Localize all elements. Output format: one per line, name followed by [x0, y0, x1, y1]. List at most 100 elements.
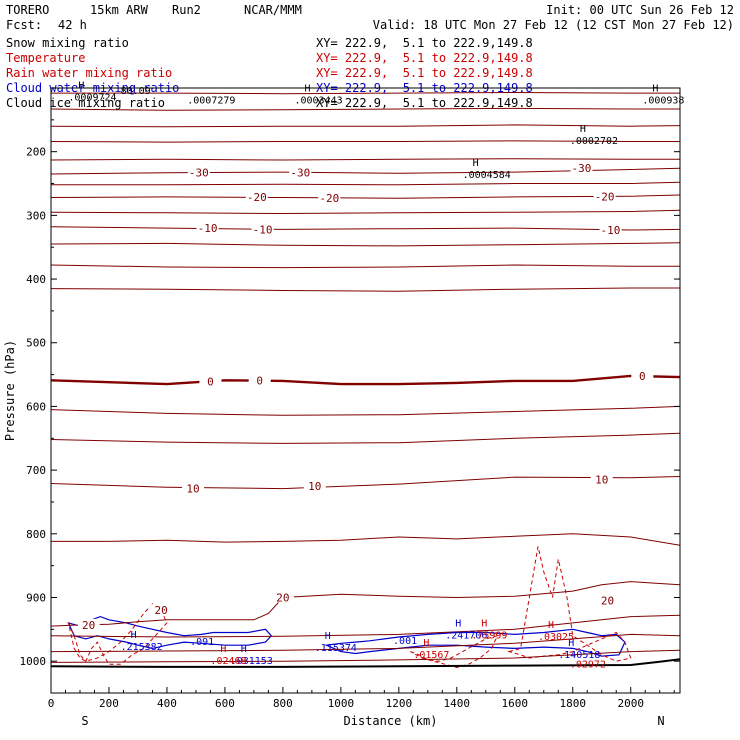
mixing-ratio-label: .000938 — [642, 96, 684, 107]
rain-water-outline — [67, 603, 168, 665]
contour-label-bg — [303, 480, 326, 492]
y-tick-label: 1000 — [20, 655, 47, 668]
temperature-contour — [50, 158, 680, 161]
max-marker: H — [580, 124, 586, 135]
cloud-water-outline — [324, 628, 626, 657]
temperature-contour — [50, 581, 681, 627]
max-marker: H — [548, 620, 554, 631]
contour-label-bg — [631, 369, 654, 381]
contour-label-bg — [196, 222, 219, 234]
temperature-contour — [50, 209, 681, 215]
y-tick-label: 500 — [26, 337, 46, 350]
contour-label-bg — [182, 482, 205, 494]
init-time: Init: 00 UTC Sun 26 Feb 12 — [546, 3, 734, 17]
contour-label-bg — [271, 591, 294, 603]
contour-label-bg — [248, 374, 271, 386]
temperature-contour — [50, 264, 680, 269]
legend-temperature: Temperature — [6, 51, 86, 65]
mixing-ratio-label: .140518 — [558, 650, 600, 661]
temperature-contour — [50, 405, 681, 416]
contour-label-bg — [590, 473, 613, 485]
contour-label-bg — [199, 375, 222, 387]
contour-label: 20 — [601, 595, 614, 608]
contour-label: -20 — [247, 191, 267, 204]
temperature-contour — [50, 633, 681, 653]
temperature-contour — [50, 194, 681, 199]
temperature-contour — [50, 374, 681, 386]
mixing-ratio-label: .215382 — [121, 642, 163, 653]
x-tick-label: 400 — [157, 697, 177, 710]
contour-label-bg — [251, 223, 274, 235]
y-tick-label: 800 — [26, 528, 46, 541]
y-tick-label: 400 — [26, 273, 46, 286]
contour-label: 0 — [256, 374, 263, 387]
mixing-ratio-label: .091 — [190, 637, 214, 648]
max-marker: H — [568, 638, 574, 649]
max-marker: H — [473, 158, 479, 169]
north-label: N — [657, 714, 664, 728]
plot-frame — [50, 87, 681, 694]
temperature-contour — [50, 432, 681, 444]
mixing-ratio-label: .031153 — [231, 656, 273, 667]
x-tick-label: 200 — [99, 697, 119, 710]
max-marker: H — [241, 644, 247, 655]
contour-label: -20 — [319, 192, 339, 205]
max-marker: H — [78, 81, 84, 92]
x-tick-label: 800 — [273, 697, 293, 710]
contour-label-bg — [599, 224, 622, 236]
y-tick-label: 300 — [26, 209, 46, 222]
temperature-contour — [50, 649, 681, 663]
x-tick-label: 1400 — [444, 697, 471, 710]
y-tick-label: 600 — [26, 400, 46, 413]
legend-rain: Rain water mixing ratio — [6, 66, 173, 80]
temperature-contour — [50, 140, 680, 143]
max-marker: H — [220, 644, 226, 655]
legend-snow: Snow mixing ratio — [6, 36, 129, 50]
contour-label: -10 — [198, 222, 218, 235]
ground-surface-line — [50, 658, 681, 668]
contour-label: 10 — [186, 483, 199, 496]
mixing-ratio-label: .0004584 — [463, 170, 511, 181]
temperature-contour — [51, 181, 681, 186]
temperature-contour — [51, 91, 680, 95]
contour-label: 10 — [595, 474, 608, 487]
contour-label-bg — [77, 618, 100, 630]
y-tick-label: 700 — [26, 464, 46, 477]
mixing-ratio-label: .001 — [393, 636, 417, 647]
max-marker: H — [455, 619, 461, 630]
x-tick-label: 1200 — [386, 697, 413, 710]
cloud-water-outline — [67, 615, 273, 650]
contour-label-bg — [570, 162, 593, 174]
temperature-contour — [50, 614, 681, 638]
organization: NCAR/MMM — [244, 3, 302, 17]
contour-label: 0 — [207, 376, 214, 389]
contour-label: 10 — [308, 480, 321, 493]
contour-label-bg — [318, 192, 341, 204]
south-label: S — [81, 714, 88, 728]
mixing-ratio-label: .01567 — [413, 650, 449, 661]
max-marker: H — [423, 638, 429, 649]
contour-label: 20 — [82, 619, 95, 632]
mixing-ratio-label: .02972 — [570, 659, 606, 670]
max-marker: H — [481, 619, 487, 630]
forecast-hours: 42 h — [58, 18, 87, 32]
forecast-label: Fcst: — [6, 18, 43, 32]
legend-rain-xy: XY= 222.9, 5.1 to 222.9,149.8 — [316, 66, 533, 80]
model-name: TORERO — [6, 3, 50, 17]
max-marker: H — [652, 84, 658, 95]
temperature-contour — [51, 533, 681, 546]
x-tick-label: 1600 — [502, 697, 529, 710]
run-number: Run2 — [172, 3, 201, 17]
contour-label: -10 — [600, 224, 620, 237]
x-axis-title: Distance (km) — [344, 714, 438, 728]
max-marker: H — [131, 630, 137, 641]
x-tick-label: 1000 — [328, 697, 355, 710]
mixing-ratio-label: 80.09 — [121, 86, 151, 97]
mixing-ratio-label: .0003443 — [294, 96, 342, 107]
contour-label: -30 — [572, 162, 592, 175]
run-resolution: 15km ARW — [90, 3, 148, 17]
temperature-contour — [50, 287, 680, 292]
mixing-ratio-label: .115374 — [315, 643, 357, 654]
temperature-contour — [50, 167, 681, 175]
x-tick-label: 1800 — [560, 697, 587, 710]
